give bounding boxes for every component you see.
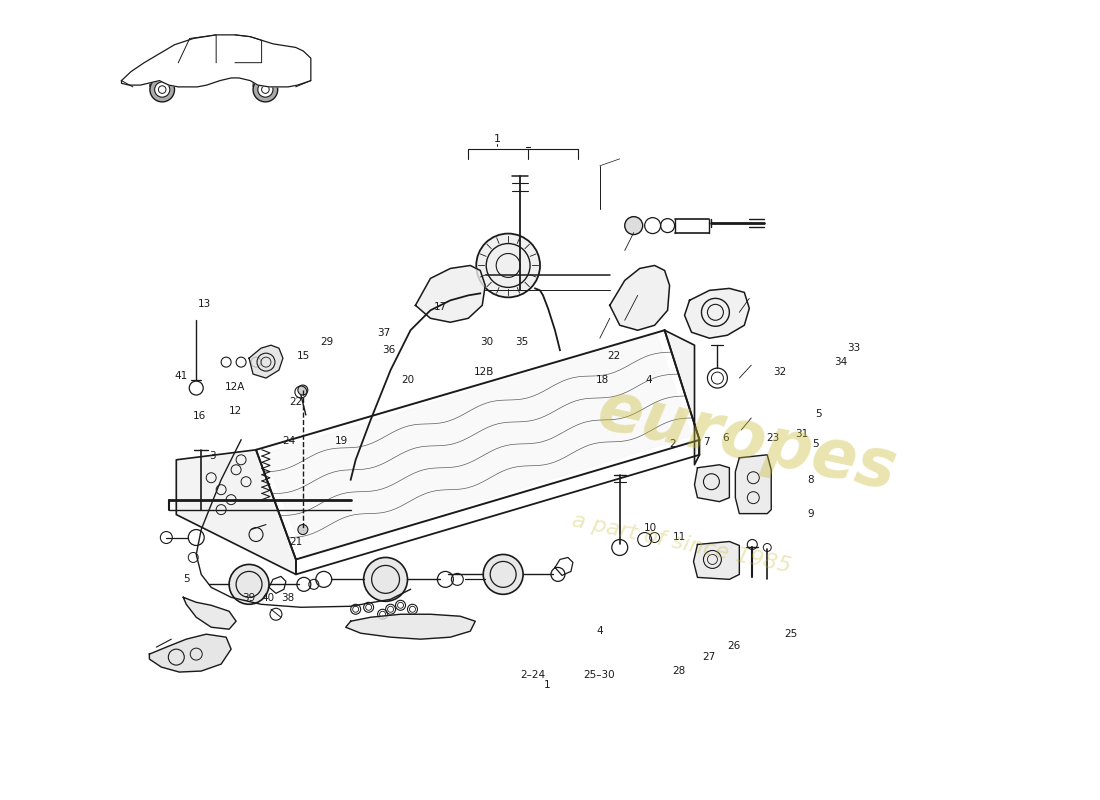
Text: 6: 6 (722, 434, 728, 443)
Text: 18: 18 (596, 375, 609, 385)
Text: a part of since 1985: a part of since 1985 (570, 510, 793, 577)
Text: 5: 5 (812, 439, 818, 449)
Circle shape (483, 554, 524, 594)
Text: 12A: 12A (226, 382, 245, 392)
Circle shape (298, 525, 308, 534)
Text: 4: 4 (596, 626, 603, 636)
Text: 16: 16 (192, 411, 206, 421)
Text: 1: 1 (543, 681, 550, 690)
Polygon shape (176, 450, 296, 574)
Circle shape (625, 217, 642, 234)
Text: 1: 1 (494, 134, 501, 144)
Text: 26: 26 (727, 641, 740, 650)
Polygon shape (684, 288, 749, 338)
Polygon shape (264, 334, 692, 555)
Text: 37: 37 (377, 328, 390, 338)
Text: 15: 15 (297, 351, 310, 361)
Text: 28: 28 (673, 666, 686, 676)
Text: 21: 21 (289, 537, 302, 547)
Polygon shape (693, 542, 739, 579)
Text: 38: 38 (282, 593, 295, 602)
Text: 9: 9 (807, 509, 814, 519)
Text: 17: 17 (433, 302, 447, 312)
Text: 12: 12 (229, 406, 242, 416)
Text: europes: europes (592, 376, 903, 504)
Polygon shape (345, 614, 475, 639)
Text: 20: 20 (400, 375, 414, 385)
Text: 24: 24 (283, 437, 296, 446)
Circle shape (150, 78, 175, 102)
Text: 25: 25 (784, 629, 798, 638)
Text: 5: 5 (815, 409, 822, 418)
Polygon shape (609, 266, 670, 330)
Text: 12B: 12B (474, 367, 494, 377)
Text: 32: 32 (773, 367, 786, 377)
Circle shape (155, 82, 169, 97)
Text: 27: 27 (702, 652, 716, 662)
Text: 36: 36 (382, 345, 396, 354)
Polygon shape (416, 266, 485, 322)
Text: 2–24: 2–24 (520, 670, 544, 680)
Polygon shape (694, 465, 729, 502)
Text: 33: 33 (847, 343, 860, 353)
Polygon shape (121, 35, 311, 87)
Text: 13: 13 (198, 299, 211, 310)
Text: 3: 3 (209, 451, 216, 461)
Polygon shape (664, 330, 700, 465)
Text: 4: 4 (646, 375, 652, 385)
Circle shape (229, 565, 270, 604)
Text: 10: 10 (645, 522, 658, 533)
Circle shape (257, 82, 273, 97)
Text: 39: 39 (242, 593, 255, 602)
Text: 41: 41 (174, 371, 187, 381)
Text: 40: 40 (262, 593, 275, 602)
Text: 8: 8 (807, 474, 814, 485)
Text: 30: 30 (480, 337, 493, 347)
Text: 7: 7 (703, 438, 711, 447)
Polygon shape (249, 345, 283, 378)
Circle shape (298, 385, 308, 395)
Circle shape (476, 234, 540, 298)
Text: 22: 22 (289, 397, 302, 406)
Text: 25–30: 25–30 (583, 670, 615, 680)
Polygon shape (184, 598, 236, 630)
Text: 31: 31 (795, 430, 808, 439)
Text: 2: 2 (670, 439, 676, 449)
Text: 5: 5 (183, 574, 189, 583)
Circle shape (253, 78, 277, 102)
Text: 19: 19 (336, 437, 349, 446)
Text: 11: 11 (673, 532, 686, 542)
Text: 22: 22 (607, 351, 620, 361)
Circle shape (364, 558, 407, 602)
Text: 35: 35 (515, 337, 528, 347)
Text: 34: 34 (834, 357, 847, 366)
Polygon shape (150, 634, 231, 672)
Text: 23: 23 (766, 434, 779, 443)
Text: 29: 29 (320, 337, 333, 347)
Polygon shape (736, 455, 771, 514)
